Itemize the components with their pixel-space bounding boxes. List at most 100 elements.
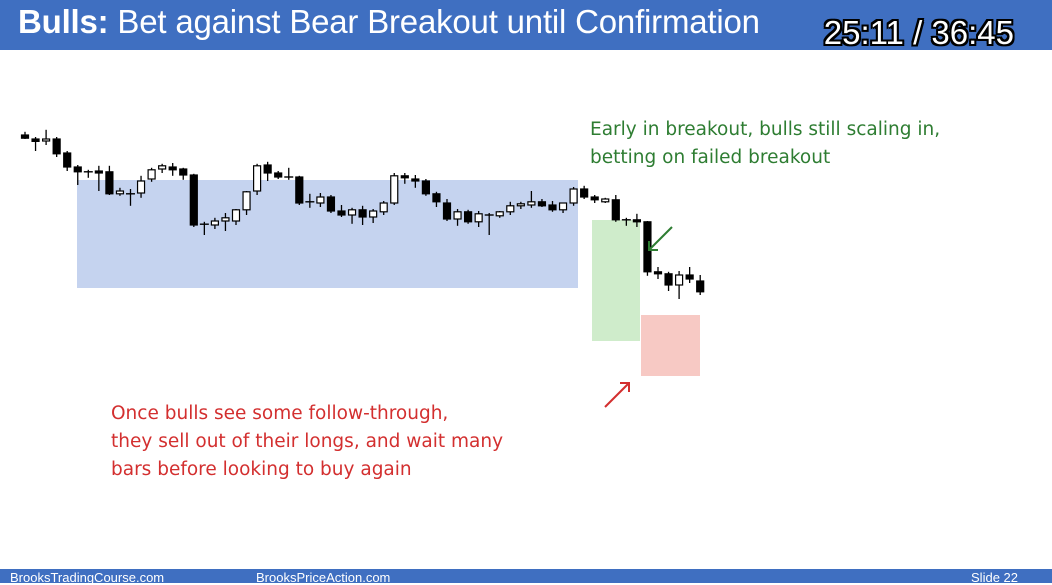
candle-body-bull — [221, 217, 230, 222]
candle — [432, 191, 441, 207]
candle — [590, 195, 599, 203]
candle-body-bear — [590, 196, 599, 201]
candle — [63, 151, 72, 171]
candle — [263, 161, 272, 181]
candle-body-bull — [136, 180, 146, 194]
candle-body-bear — [326, 196, 336, 212]
annotation-green: Early in breakout, bulls still scaling i… — [590, 116, 940, 172]
annotation-red-line: Once bulls see some follow-through, — [111, 403, 449, 424]
candle — [295, 175, 304, 205]
candle — [305, 193, 315, 208]
candle — [83, 169, 93, 178]
candle-body-bear — [31, 138, 40, 142]
candle-body-bear — [685, 274, 694, 280]
candle — [347, 207, 357, 224]
candle-body-bear — [20, 134, 30, 139]
candle — [115, 187, 125, 196]
candle-body-bear — [295, 176, 304, 204]
candle-body-bear — [73, 166, 82, 173]
candle — [516, 201, 525, 209]
candle-body-bull — [242, 191, 251, 211]
video-timecode: 25:11 / 36:45 — [823, 14, 1014, 51]
candle — [284, 167, 294, 180]
candle-body-bear — [52, 138, 61, 155]
candle — [674, 271, 684, 299]
candle — [358, 205, 367, 225]
candle-body-bear — [421, 180, 430, 195]
candle-body-bear — [189, 174, 198, 226]
candle-body-bear — [696, 280, 705, 293]
candle-body-bear — [548, 204, 557, 211]
annotation-green-line: Early in breakout, bulls still scaling i… — [590, 119, 941, 140]
candle-body-bull — [231, 209, 241, 222]
candle — [158, 163, 167, 173]
candle-body-bull — [453, 211, 462, 220]
candle — [464, 209, 473, 224]
candle — [199, 221, 209, 235]
footer-center[interactable]: BrooksPriceAction.com — [256, 570, 391, 585]
candle-body-bull — [210, 220, 219, 226]
candle — [316, 193, 325, 207]
candle — [601, 197, 610, 203]
candle-body-bull — [601, 198, 610, 203]
candle-body-bear — [464, 211, 473, 223]
candle-body-bull — [506, 205, 515, 213]
candle — [126, 189, 135, 206]
candle-body-bull — [41, 138, 51, 142]
candle-body-bull — [158, 165, 167, 170]
candle — [105, 165, 114, 195]
candle — [632, 213, 642, 227]
candle-body-bull — [495, 211, 504, 217]
candle — [337, 205, 346, 217]
candle-body-bull — [674, 274, 684, 286]
candle-body-bull — [527, 201, 536, 206]
candle — [527, 191, 536, 208]
candle — [20, 131, 30, 139]
green-arrow — [648, 226, 673, 251]
candle — [400, 173, 409, 184]
candle — [495, 211, 504, 218]
title-bar: Bulls: Bet against Bear Breakout until C… — [0, 0, 1052, 50]
candle-body-bear — [442, 202, 452, 220]
candle-body-bear — [337, 210, 346, 216]
candle — [569, 187, 578, 206]
slide-title-bold: Bulls: — [18, 3, 109, 40]
footer-bar: BrooksTradingCourse.com BrooksPriceActio… — [0, 569, 1052, 585]
candle-body-bear — [537, 201, 547, 207]
candle-body-bull — [390, 175, 399, 204]
candle-body-bull — [558, 202, 568, 211]
candle-body-bear — [611, 199, 620, 221]
candle-body-bear — [63, 152, 72, 168]
candle — [242, 191, 251, 215]
follow-through-box — [641, 315, 700, 376]
candle — [41, 129, 51, 145]
candle-body-bull — [474, 213, 483, 223]
red-arrow — [604, 382, 630, 408]
candle — [369, 209, 378, 223]
candle — [221, 213, 230, 231]
candle — [453, 209, 462, 226]
candle-body-bull — [253, 165, 262, 192]
candle-body-bear — [580, 188, 589, 198]
candle-body-bear — [94, 170, 103, 174]
candle — [696, 275, 705, 295]
slide-number: Slide 22 — [971, 570, 1018, 585]
candle-body-bull — [516, 203, 525, 207]
candle — [136, 175, 146, 198]
candle-body-bear — [358, 209, 367, 218]
candle — [685, 267, 694, 283]
candle — [653, 267, 663, 279]
footer-left[interactable]: BrooksTradingCourse.com — [10, 570, 165, 585]
candle — [189, 173, 198, 227]
candle — [179, 167, 188, 180]
candle — [231, 209, 241, 225]
candle — [31, 137, 40, 151]
candle — [73, 165, 82, 185]
candle — [147, 167, 156, 182]
candle-body-bull — [379, 202, 388, 213]
annotation-red: Once bulls see some follow-through, they… — [111, 400, 503, 484]
candle — [611, 195, 620, 222]
candle-body-bull — [569, 188, 578, 204]
slide-title: Bulls: Bet against Bear Breakout until C… — [18, 3, 760, 41]
